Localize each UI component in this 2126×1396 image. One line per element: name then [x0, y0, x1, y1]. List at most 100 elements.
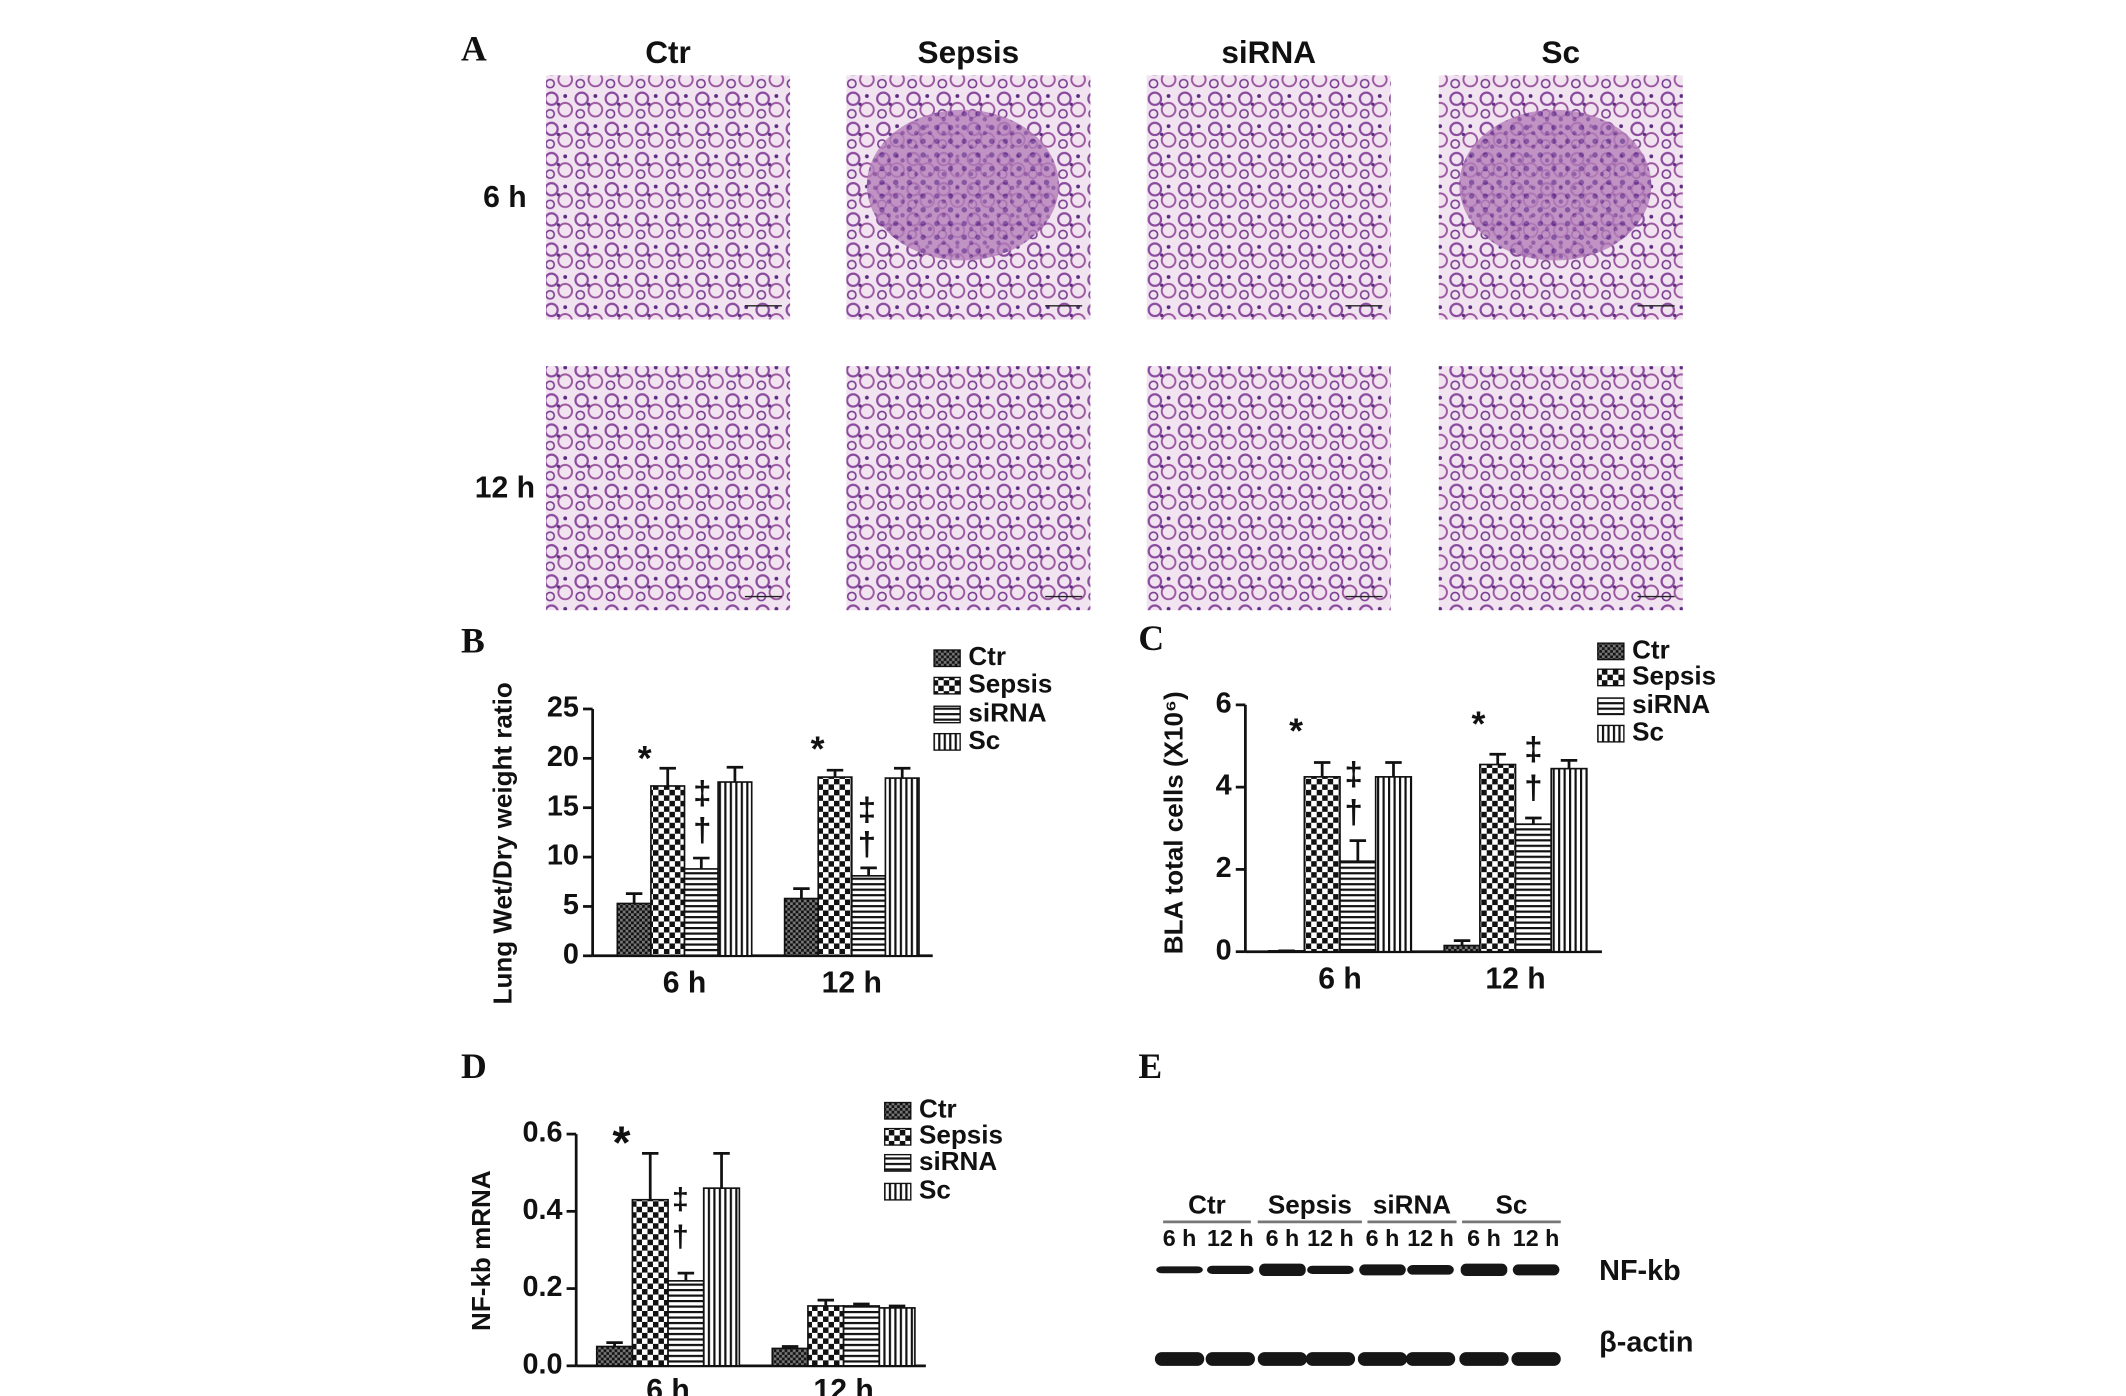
actin-band	[1305, 1352, 1356, 1366]
nf-kb-band	[1407, 1265, 1454, 1275]
annotation: ‡	[1345, 755, 1363, 792]
histology-image	[1146, 75, 1391, 320]
y-tick-label: 0	[563, 938, 579, 970]
legend-swatch	[884, 1182, 912, 1201]
y-tick-label: 10	[547, 840, 579, 872]
bar	[616, 902, 652, 957]
legend-swatch	[933, 705, 961, 724]
bar	[702, 1187, 741, 1367]
bar	[771, 1347, 809, 1367]
column-header: Sc	[1541, 34, 1580, 70]
row-label: 6 h	[483, 181, 527, 214]
annotation: *	[1289, 711, 1303, 751]
blot-time-label: 6 h	[1266, 1225, 1300, 1251]
y-tick-label: 2	[1216, 852, 1232, 884]
error-bar	[1453, 939, 1471, 946]
legend-swatch	[1597, 697, 1625, 716]
dense-region	[866, 109, 1059, 261]
error-bar	[713, 1152, 730, 1189]
error-bar	[642, 1152, 659, 1200]
histology-image	[546, 366, 791, 611]
error-bar	[853, 1302, 870, 1306]
blot-time-label: 12 h	[1307, 1225, 1354, 1251]
y-tick-label: 6	[1216, 687, 1232, 719]
nf-kb-band	[1206, 1265, 1254, 1274]
annotation: *	[612, 1117, 631, 1169]
legend-label: Sc	[919, 1175, 951, 1205]
blot-time-label: 6 h	[1467, 1225, 1501, 1251]
y-tick-label: 25	[547, 692, 579, 724]
error-bar	[726, 765, 744, 783]
actin-band	[1205, 1352, 1255, 1366]
x-tick-label: 6 h	[1318, 962, 1362, 995]
y-tick-label: 20	[547, 741, 579, 773]
legend-swatch	[884, 1153, 912, 1172]
y-axis-label: NF-kb mRNA	[466, 1170, 496, 1331]
annotation: †	[672, 1220, 689, 1253]
blot-time-label: 12 h	[1407, 1225, 1454, 1251]
y-tick-label: 0.2	[522, 1271, 562, 1303]
y-tick-label: 15	[547, 790, 579, 822]
bar	[717, 781, 753, 957]
bar	[1550, 767, 1588, 953]
panel-label: C	[1138, 618, 1164, 658]
legend-label: Sc	[968, 725, 1000, 755]
y-tick-label: 0.4	[522, 1194, 562, 1226]
panel-label: A	[461, 28, 487, 68]
error-bar	[606, 1341, 623, 1347]
bar	[667, 1280, 705, 1367]
bar	[807, 1305, 845, 1367]
error-bar	[693, 856, 710, 869]
x-tick-label: 12 h	[813, 1374, 873, 1396]
legend-swatch	[933, 732, 961, 751]
error-bar	[793, 887, 810, 899]
error-bar	[781, 1345, 799, 1349]
annotation: *	[1472, 704, 1486, 744]
annotation: †	[693, 811, 711, 848]
x-tick-label: 12 h	[1485, 962, 1545, 995]
annotation: ‡	[1524, 730, 1542, 767]
blot-band-label: NF-kb	[1599, 1255, 1681, 1287]
histology-image	[1146, 366, 1391, 611]
column-header: siRNA	[1221, 34, 1316, 70]
blot-time-label: 6 h	[1366, 1225, 1400, 1251]
bar	[817, 776, 853, 957]
blot-group-label: Sepsis	[1268, 1190, 1352, 1220]
error-bar	[677, 1271, 695, 1281]
y-tick-label: 4	[1216, 770, 1232, 802]
column-header: Sepsis	[918, 34, 1020, 70]
actin-band	[1357, 1352, 1408, 1366]
annotation: ‡	[858, 791, 876, 828]
error-bar	[659, 766, 676, 786]
legend-swatch	[884, 1101, 912, 1120]
panel-label: D	[461, 1046, 487, 1086]
bar	[878, 1307, 916, 1367]
error-bar	[817, 1298, 834, 1306]
error-bar	[1560, 759, 1578, 769]
blot-band-label: β-actin	[1599, 1326, 1693, 1358]
bar	[884, 777, 920, 957]
legend-label: Ctr	[1632, 634, 1670, 664]
bar	[595, 1345, 634, 1367]
row-label: 12 h	[475, 472, 535, 505]
actin-band	[1405, 1352, 1456, 1366]
bar	[1374, 776, 1413, 953]
error-bar	[893, 766, 911, 779]
error-bar	[888, 1304, 906, 1308]
y-tick-label: 0.6	[522, 1117, 562, 1149]
histology-image	[546, 75, 791, 320]
bar	[1303, 776, 1341, 953]
legend-label: Sepsis	[919, 1120, 1003, 1150]
nf-kb-band	[1156, 1266, 1203, 1274]
error-bar	[1489, 752, 1506, 765]
error-bar	[826, 768, 844, 778]
annotation: †	[1345, 793, 1363, 830]
annotation: †	[858, 825, 876, 862]
nf-kb-band	[1460, 1263, 1508, 1277]
actin-band	[1154, 1352, 1205, 1366]
annotation: †	[1524, 769, 1542, 806]
annotation: ‡	[672, 1183, 689, 1216]
y-tick-label: 0	[1216, 934, 1232, 966]
histology-image	[1438, 366, 1683, 611]
